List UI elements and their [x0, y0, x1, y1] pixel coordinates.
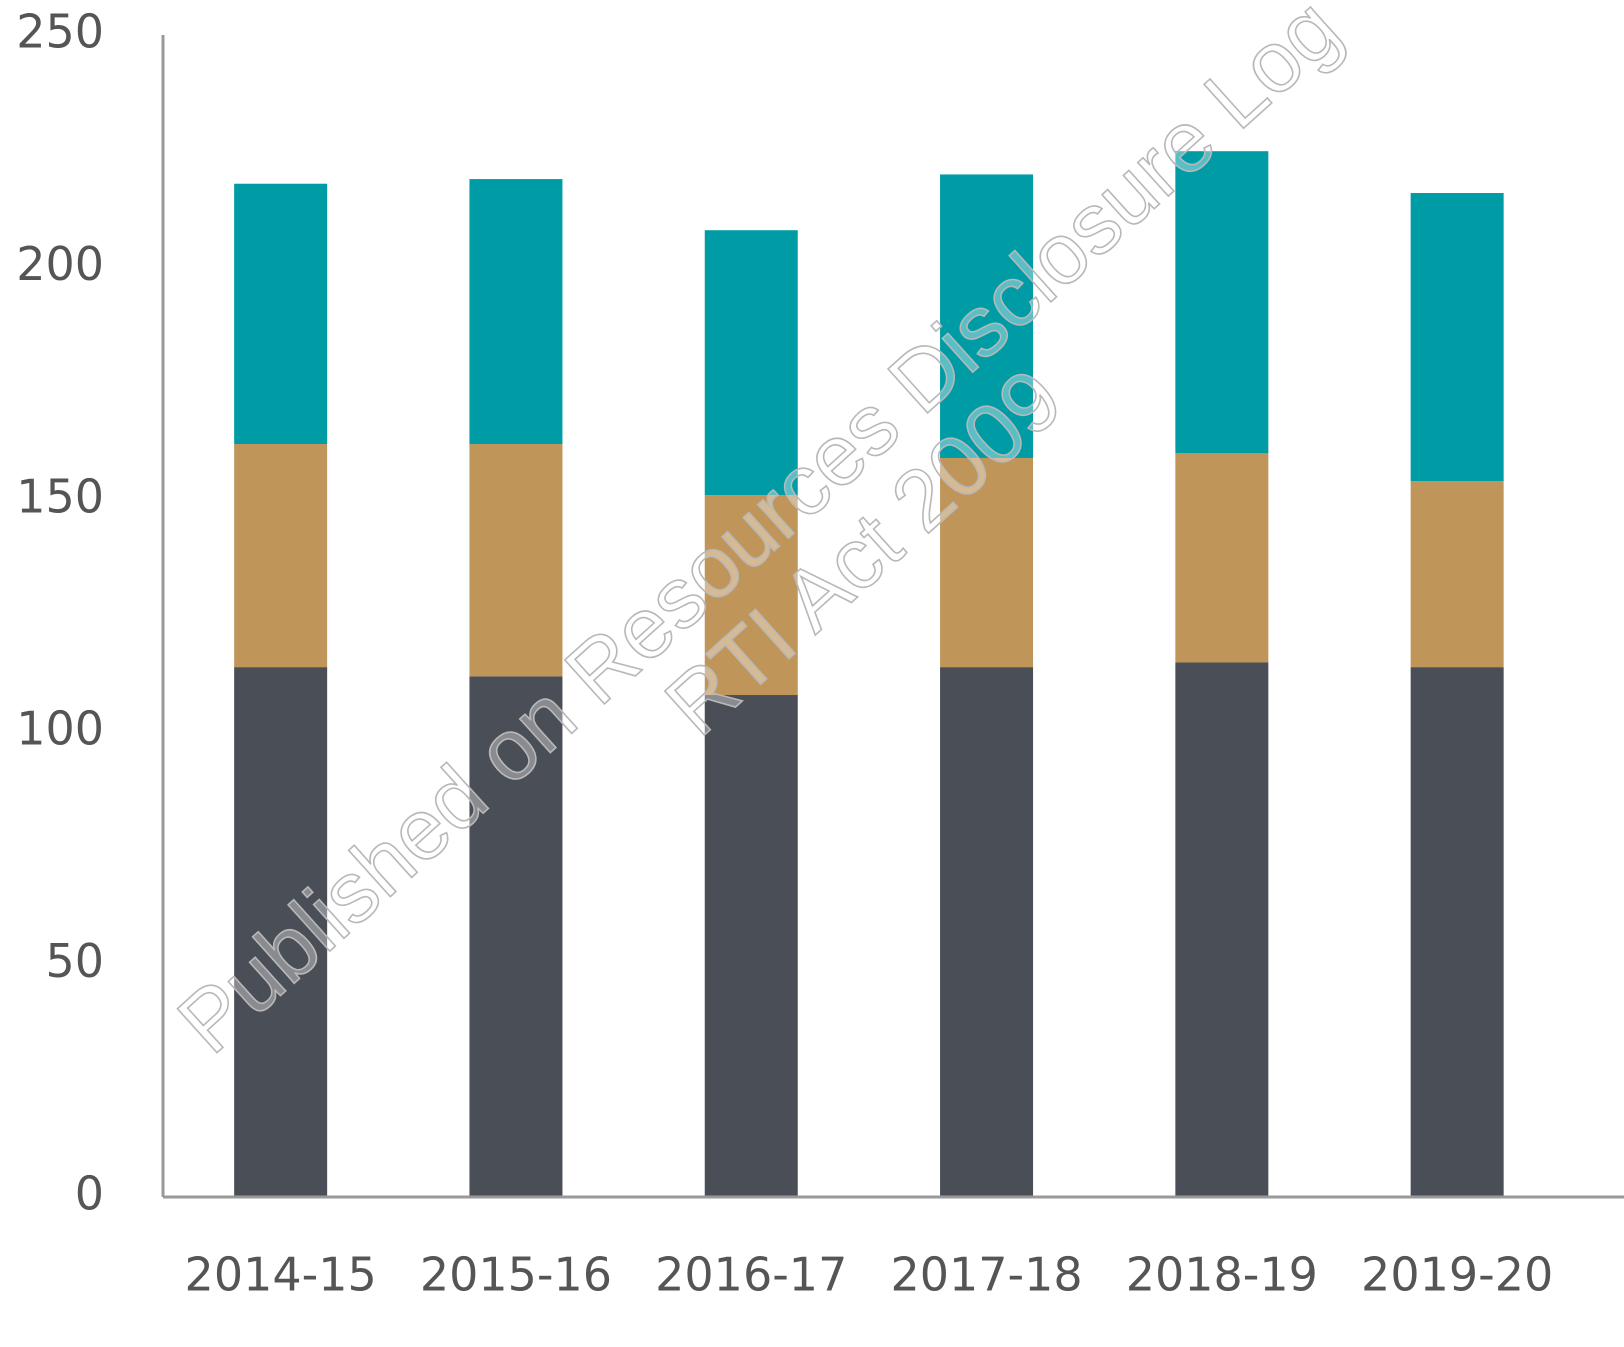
bar-segment	[1410, 481, 1504, 668]
bar-segment	[1175, 662, 1269, 1197]
bar-segment	[469, 444, 563, 677]
bar-segment	[704, 495, 798, 696]
bar-segment	[704, 695, 798, 1197]
bar-segment	[469, 179, 563, 445]
bar-segment	[469, 676, 563, 1197]
bar-segment	[1410, 667, 1504, 1197]
y-tick-label: 150	[16, 469, 104, 523]
bar-segment	[234, 444, 328, 668]
x-tick-label: 2019-20	[1361, 1248, 1553, 1302]
y-tick-label: 200	[16, 237, 104, 291]
bar-segment	[940, 457, 1034, 668]
y-tick-label: 0	[75, 1167, 104, 1221]
y-tick-label: 250	[16, 5, 104, 59]
bar-segment	[940, 174, 1034, 458]
x-tick-label: 2018-19	[1126, 1248, 1318, 1302]
bar-segment	[940, 667, 1034, 1197]
x-tick-label: 2015-16	[420, 1248, 612, 1302]
x-tick-label: 2016-17	[655, 1248, 847, 1302]
bar-segment	[1410, 193, 1504, 482]
y-tick-label: 100	[16, 702, 104, 756]
bar-segment	[234, 667, 328, 1197]
x-tick-label: 2017-18	[890, 1248, 1082, 1302]
y-tick-label: 50	[45, 934, 104, 988]
x-tick-label: 2014-15	[185, 1248, 377, 1302]
bar-segment	[704, 230, 798, 496]
bar-segment	[234, 183, 328, 445]
bar-segment	[1175, 453, 1269, 663]
bar-segment	[1175, 151, 1269, 454]
